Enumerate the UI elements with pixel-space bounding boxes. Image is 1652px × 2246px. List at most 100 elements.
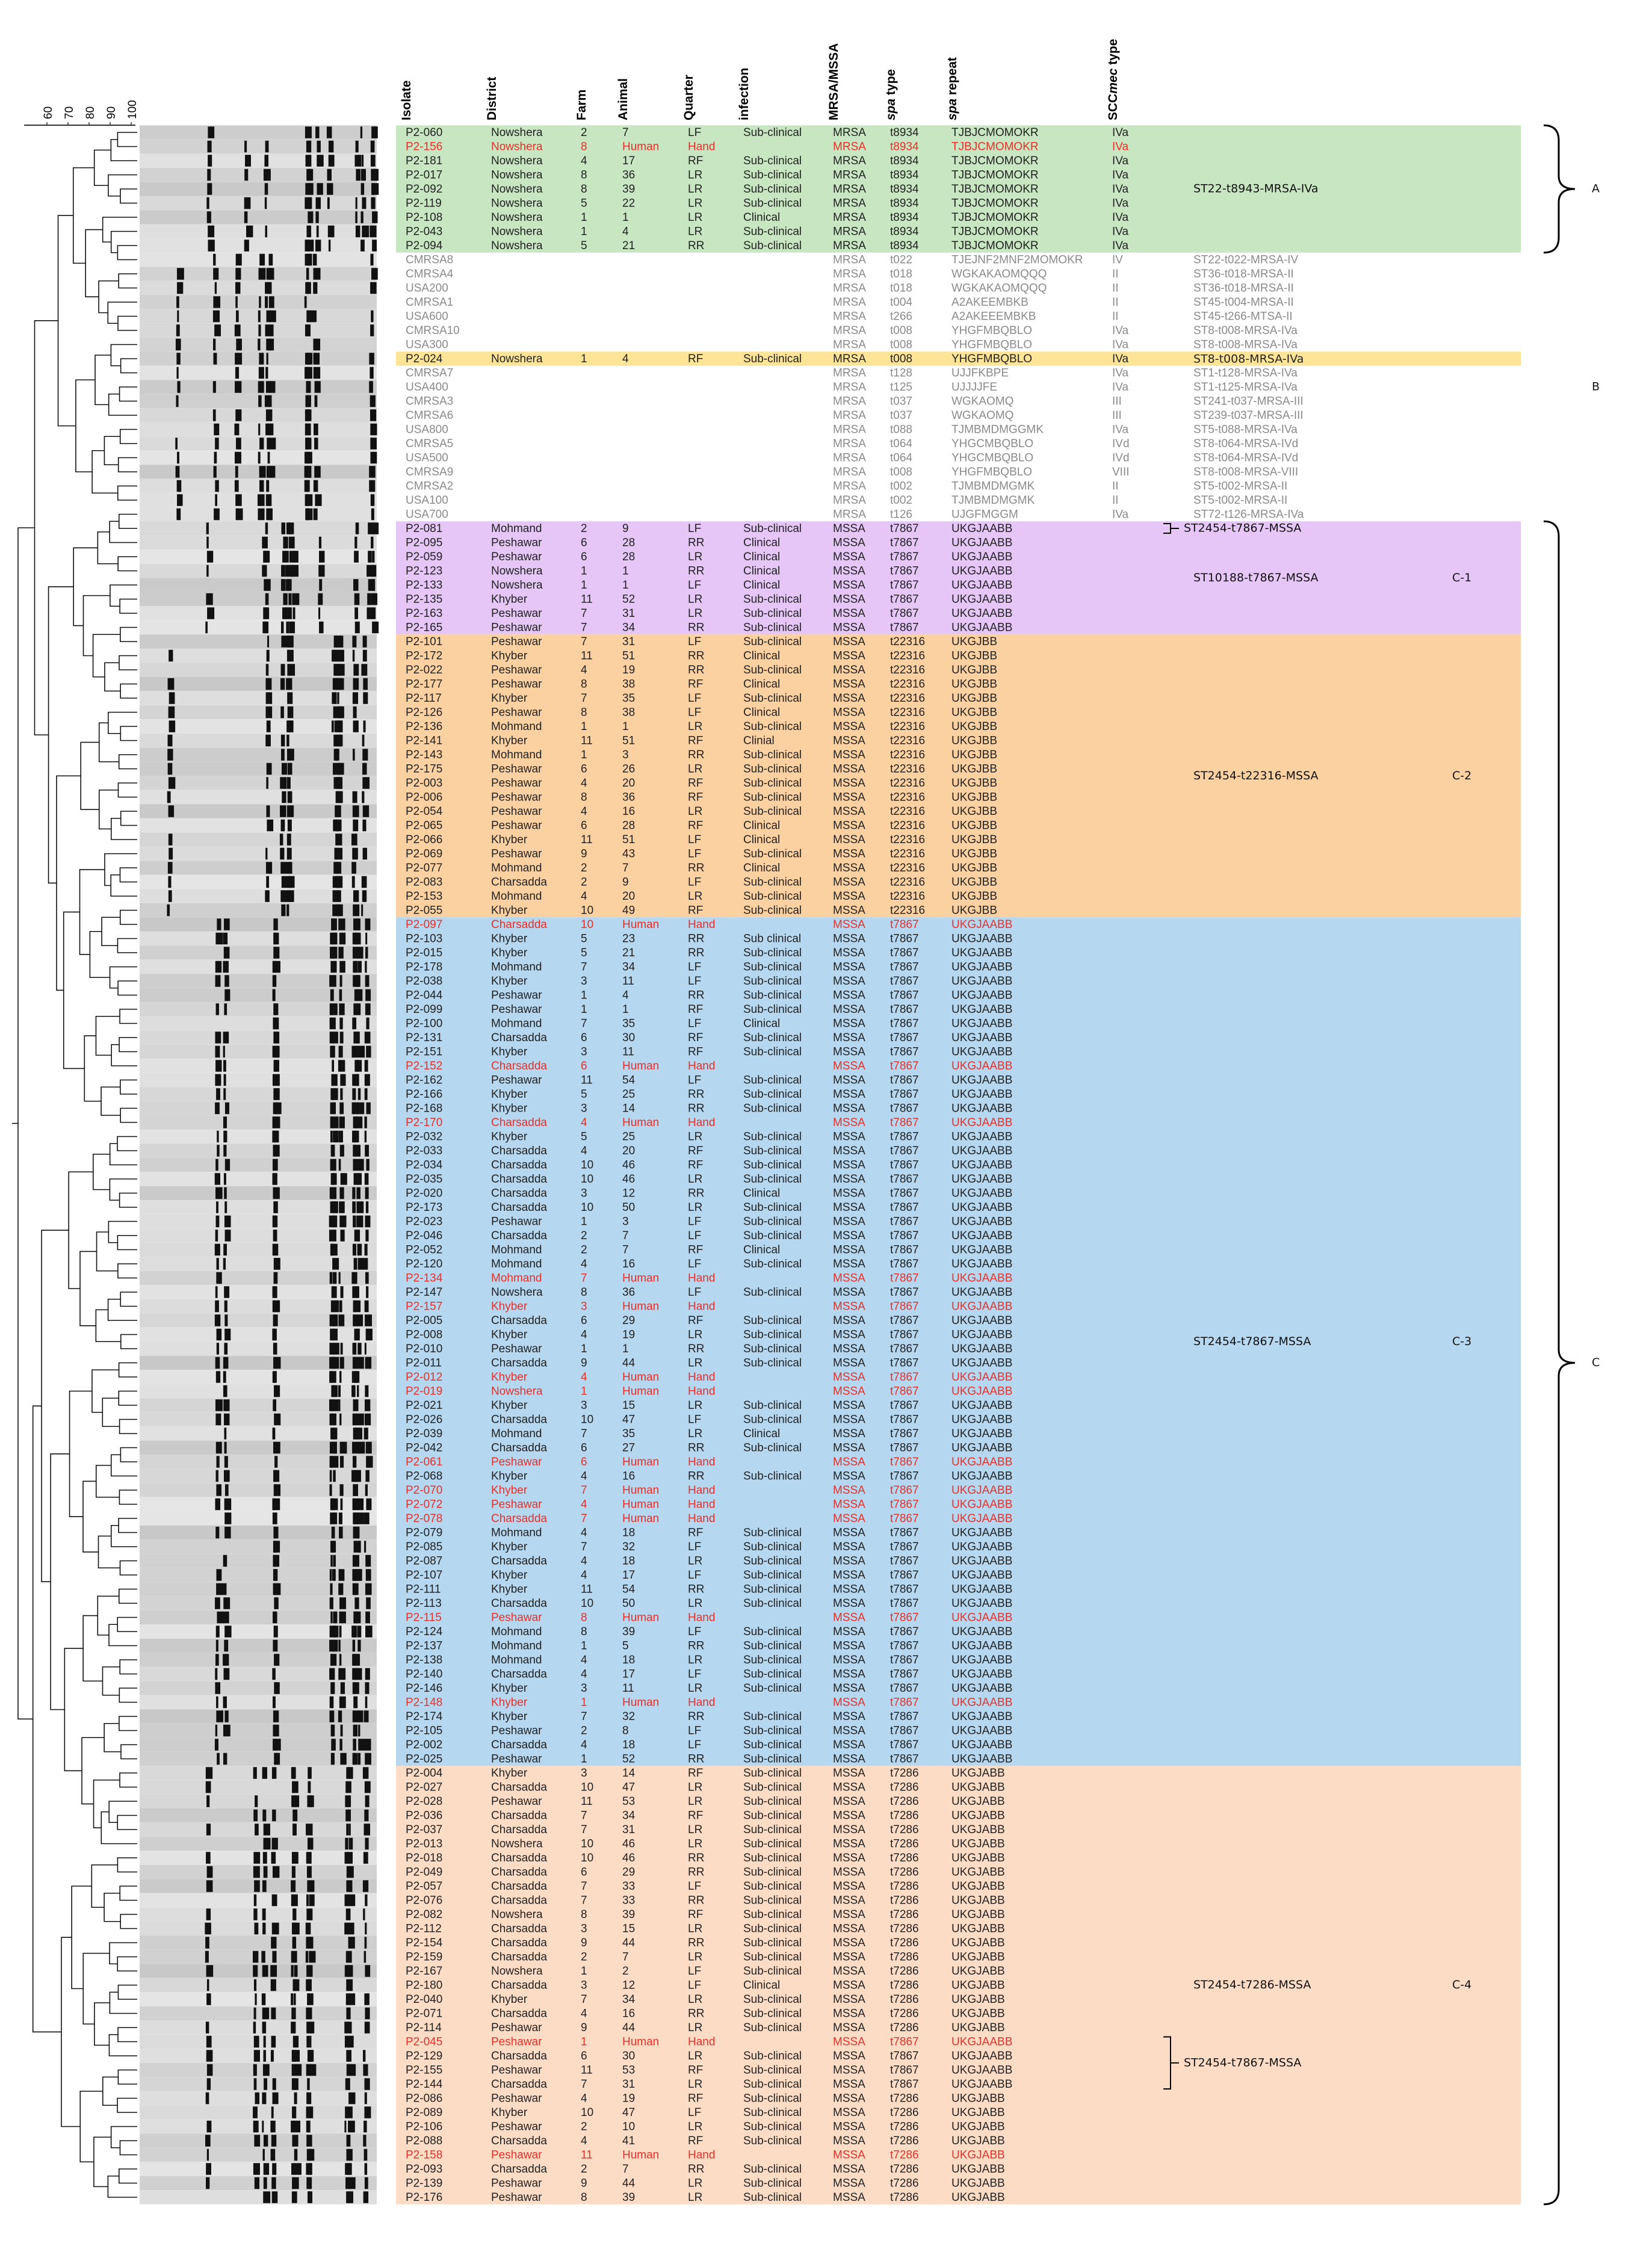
isolate: P2-173 <box>406 1201 442 1214</box>
gel-band <box>224 1314 228 1326</box>
gel-band <box>268 395 272 407</box>
cell: RR <box>688 1583 704 1596</box>
cell: Human <box>622 1484 659 1497</box>
gel-band <box>365 1753 371 1765</box>
gel-band <box>318 593 323 605</box>
gel-band <box>306 169 311 181</box>
gel-band <box>254 2135 261 2147</box>
gel-band <box>224 1201 227 1213</box>
gel-band <box>271 1937 277 1949</box>
gel-band <box>175 466 180 478</box>
cell: MSSA <box>833 2064 865 2077</box>
isolate: P2-157 <box>406 1301 442 1313</box>
cell: UKGJAABB <box>951 2064 1012 2077</box>
cell: MSSA <box>833 1018 865 1030</box>
cell: 21 <box>622 947 635 959</box>
cell: LF <box>688 2106 701 2119</box>
dendrogram-branch <box>79 1251 97 1326</box>
isolate: P2-093 <box>406 2163 442 2176</box>
cell: Clinical <box>743 211 780 224</box>
dendrogram-branch <box>109 1143 137 1166</box>
gel-band <box>364 1739 371 1751</box>
dendrogram-branch <box>117 782 137 798</box>
cell: Khyber <box>491 2106 528 2119</box>
cell: 11 <box>622 1682 634 1695</box>
gel-band <box>328 240 331 252</box>
cell: Nowshera <box>491 211 543 224</box>
gel-band <box>357 1413 364 1426</box>
cell: MSSA <box>833 678 865 691</box>
gel-band <box>346 2050 351 2062</box>
cell: 31 <box>622 2078 635 2091</box>
isolate: P2-163 <box>406 607 442 620</box>
cell: 3 <box>581 1103 587 1115</box>
isolate: P2-140 <box>406 1668 442 1681</box>
cell: MSSA <box>833 1569 865 1582</box>
cell: 10 <box>581 1173 593 1186</box>
dendrogram-branch <box>63 911 85 1069</box>
gel-band <box>215 1060 222 1072</box>
gel-band <box>262 1809 267 1822</box>
gel-band <box>215 1639 218 1652</box>
cell: 6 <box>581 1442 587 1455</box>
cell: UKGJAABB <box>951 551 1012 563</box>
gel-band <box>167 678 175 690</box>
gel-band <box>293 1894 298 1907</box>
dendrogram-branch <box>71 1886 92 1990</box>
gel-band <box>224 1639 229 1652</box>
cell: UKGJAABB <box>951 2036 1012 2049</box>
gel-lane <box>140 549 377 564</box>
cell: ST22-t022-MRSA-IV <box>1193 254 1299 267</box>
gel-band <box>306 409 309 421</box>
gel-band <box>273 1441 280 1454</box>
header-part: type <box>884 69 898 99</box>
gel-band <box>339 1201 345 1213</box>
isolate: P2-018 <box>406 1852 442 1864</box>
cell: UKGJAABB <box>951 1103 1012 1115</box>
cell: Mohmand <box>491 1018 542 1030</box>
cell: Mohmand <box>491 1640 542 1653</box>
cell: UKGJAABB <box>951 579 1012 592</box>
cell: 4 <box>581 1569 587 1582</box>
cell: 4 <box>581 664 587 676</box>
gel-band <box>215 1187 223 1199</box>
gel-band <box>348 2120 355 2133</box>
gel-band <box>354 1413 356 1426</box>
dendrogram-branch <box>119 2168 137 2184</box>
gel-band <box>369 381 373 393</box>
gel-band <box>272 1498 277 1511</box>
gel-band <box>346 2064 351 2076</box>
cell: 52 <box>622 593 635 606</box>
dendrogram-branch <box>97 531 119 565</box>
cell: MSSA <box>833 2078 865 2091</box>
gel-band <box>272 2092 279 2105</box>
gel-band <box>206 536 209 549</box>
dendrogram-branch <box>82 1615 103 1682</box>
dendrogram-branch <box>117 245 137 261</box>
cell: t064 <box>890 452 912 465</box>
gel-band <box>176 367 179 379</box>
cell: t7867 <box>890 1640 919 1653</box>
cell: t7867 <box>890 2078 919 2091</box>
column-header: Isolate <box>400 80 413 120</box>
cell: Sub-clinical <box>743 1895 802 1907</box>
scale-label: 70 <box>63 107 76 119</box>
cell: MSSA <box>833 1541 865 1553</box>
cell: LF <box>688 1569 701 1582</box>
gel-band <box>368 579 376 591</box>
cell: LR <box>688 1682 702 1695</box>
gel-band <box>354 1060 362 1072</box>
isolate: P2-076 <box>406 1895 442 1907</box>
cell: UKGJAABB <box>951 1725 1012 1737</box>
cell: LF <box>688 1216 701 1228</box>
cell: t7867 <box>890 1456 919 1468</box>
gel-band <box>176 324 180 336</box>
cell: Mohmand <box>491 1258 542 1270</box>
gel-band <box>364 1951 367 1963</box>
gel-band <box>348 2149 353 2161</box>
gel-band <box>253 2120 259 2133</box>
gel-band <box>262 621 267 634</box>
cell: LR <box>688 1923 702 1935</box>
cell: ST239-t037-MRSA-III <box>1193 409 1304 422</box>
cell: MSSA <box>833 522 865 535</box>
